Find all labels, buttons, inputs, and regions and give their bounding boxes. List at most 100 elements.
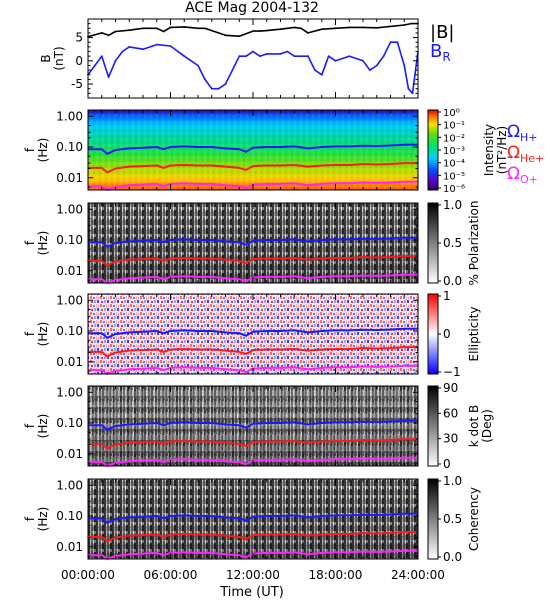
y-tick-label: 1.00 — [56, 478, 83, 492]
data-point — [245, 55, 248, 58]
x-tick-label: 00:00:00 — [61, 568, 115, 582]
data-point — [94, 64, 96, 67]
colorbar — [427, 478, 439, 560]
oplus-gyro-line — [88, 364, 419, 375]
oplus-gyro-line — [88, 180, 419, 191]
y-axis-label: B(nT) — [39, 46, 66, 70]
data-point — [162, 30, 165, 33]
y-tick-label: 0.01 — [56, 540, 83, 554]
colorbar-tick-label: 30 — [443, 432, 458, 446]
spectrogram-shade — [88, 203, 418, 283]
data-point — [334, 59, 337, 62]
colorbar-label: k dot B(Deg) — [467, 405, 494, 447]
oplus-gyro-line — [88, 549, 419, 560]
y-axis-label: f(Hz) — [23, 322, 50, 347]
data-point — [300, 27, 302, 30]
data-point — [107, 76, 110, 78]
data-point — [293, 26, 296, 29]
heplus-gyro-line — [88, 162, 418, 174]
data-point — [259, 30, 261, 32]
data-point — [155, 43, 158, 46]
y-tick-label: 1.00 — [56, 385, 83, 399]
colorbar-tick-label: 0.0 — [443, 274, 462, 288]
spectrogram-panel-3: 1.00 0.10 0.01 f(Hz) 1 0 −1 Ellipticity — [23, 289, 481, 379]
y-axis-label: f(Hz) — [23, 507, 50, 532]
legend-b-magnitude: |B| — [430, 22, 454, 43]
data-point — [307, 32, 309, 34]
data-point — [314, 69, 316, 71]
colorbar-tick-label: 10⁻⁶ — [443, 184, 465, 195]
colorbar — [427, 109, 439, 191]
panels-layer: -505B(nT)|B|BR1.000.100.01f(Hz)10⁰10⁻¹10… — [23, 18, 544, 582]
heplus-gyro-line — [88, 531, 418, 543]
heplus-gyro-line — [88, 438, 418, 450]
data-point — [100, 32, 103, 34]
data-point — [183, 55, 186, 58]
y-axis-label: f(Hz) — [23, 414, 50, 439]
y-tick-label: 0.10 — [56, 233, 83, 247]
oplus-gyro-line — [88, 273, 419, 284]
colorbar-label: Ellipticity — [467, 307, 481, 362]
y-tick-label: 0.10 — [56, 509, 83, 523]
legend-b-radial: BR — [430, 41, 451, 64]
data-point — [224, 34, 227, 37]
data-point — [128, 46, 131, 48]
colorbar — [427, 202, 439, 284]
series-line-b-radial — [87, 41, 419, 95]
spectrogram-panel-2: 1.00 0.10 0.01 f(Hz) 1.0 0.5 0.0 % Polarization — [23, 198, 481, 288]
colorbar-tick-label: 1 — [443, 289, 451, 303]
y-tick-label: 0.01 — [56, 264, 83, 278]
data-point — [121, 50, 124, 53]
spectrogram-panel-1: 1.00 0.10 0.01 f(Hz) 10⁰ 10⁻¹10⁻² 10⁻³ 10⁻⁴10⁻⁵… — [23, 108, 544, 195]
y-tick-label: -5 — [71, 77, 83, 91]
data-point — [279, 53, 282, 55]
figure-title: ACE Mag 2004-132 — [185, 0, 319, 16]
spectrogram-shade — [88, 479, 418, 559]
y-tick-label: 0.01 — [56, 447, 83, 461]
hplus-gyro-line — [88, 327, 419, 339]
y-tick-label: 0 — [75, 54, 83, 68]
colorbar-tick-label: 1.0 — [443, 198, 462, 212]
data-point — [142, 48, 144, 51]
spectrogram-texture — [88, 110, 418, 190]
data-point — [100, 55, 103, 58]
legend-hplus-label: ΩH+ — [507, 122, 538, 144]
colorbar-tick-label: 10⁻⁴ — [443, 159, 465, 170]
data-point — [155, 27, 158, 30]
x-tick-label: 24:00:00 — [391, 568, 445, 582]
colorbar-label: Coherency — [467, 487, 481, 551]
colorbar-tick-label: 10⁻⁵ — [443, 171, 465, 182]
colorbar-tick-label: 0.0 — [443, 550, 462, 564]
colorbar-tick-label: 0 — [443, 457, 451, 471]
data-point — [375, 26, 378, 29]
y-tick-label: 0.01 — [56, 355, 83, 369]
data-point — [403, 64, 406, 67]
hplus-gyro-line — [88, 143, 419, 155]
line-panel-background — [88, 19, 418, 98]
data-point — [389, 25, 392, 28]
data-point — [265, 53, 268, 55]
data-point — [114, 59, 117, 62]
data-point — [169, 45, 172, 47]
spectrogram-shade — [88, 386, 418, 466]
heplus-gyro-line — [88, 255, 418, 267]
oplus-gyro-line — [88, 456, 419, 467]
legend-heplus-label: ΩHe+ — [507, 143, 544, 165]
x-tick-label: 18:00:00 — [309, 568, 363, 582]
hplus-gyro-line — [88, 419, 419, 431]
y-axis-label: f(Hz) — [23, 138, 50, 163]
data-point — [293, 55, 296, 58]
y-tick-label: 0.01 — [56, 171, 83, 185]
colorbar — [427, 385, 439, 467]
data-point — [265, 29, 268, 32]
colorbar-tick-label: 10⁻¹ — [443, 121, 465, 132]
data-point — [320, 73, 323, 76]
data-point — [204, 27, 206, 30]
y-tick-label: 0.10 — [56, 140, 83, 154]
x-tick-label: 12:00:00 — [226, 568, 280, 582]
colorbar-tick-label: 10⁰ — [443, 108, 460, 119]
spectrogram-panel-4: 1.00 0.10 0.01 f(Hz) 90 60 30 0 k dot B(Deg) — [23, 381, 494, 471]
data-point — [362, 59, 364, 62]
data-point — [183, 26, 186, 28]
spectrogram-shade — [88, 294, 418, 374]
